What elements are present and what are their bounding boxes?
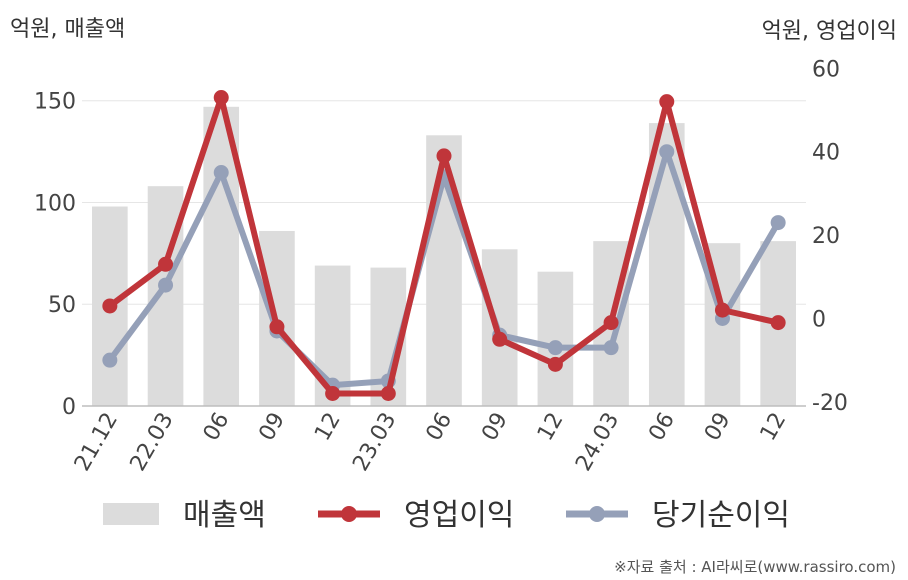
x-tick-label: 12: [756, 409, 792, 446]
data-point: [547, 356, 563, 372]
data-point: [325, 385, 341, 401]
x-tick-label: 24.03: [571, 409, 624, 476]
right-tick-label: 0: [812, 307, 826, 332]
right-tick-label: -20: [812, 391, 848, 416]
data-point: [770, 315, 786, 331]
left-axis-ticks: 0 50 100 150: [34, 90, 76, 420]
x-tick-label: 09: [254, 409, 290, 446]
right-tick-label: 20: [812, 224, 840, 249]
legend-swatch-marker: [589, 506, 605, 522]
x-tick-label: 12: [310, 409, 346, 446]
data-point: [158, 256, 174, 272]
x-axis-ticks: 21.12 22.03 06 09 12 23.03 06 09 12 24.03 06 09 12: [70, 409, 791, 476]
legend-label: 매출액: [183, 498, 266, 533]
data-point: [436, 148, 452, 164]
right-axis-title: 억원, 영업이익: [762, 19, 897, 44]
left-tick-label: 100: [34, 191, 76, 216]
x-tick-label: 12: [533, 409, 569, 446]
data-point: [547, 340, 563, 356]
data-point: [213, 165, 229, 181]
left-tick-label: 0: [62, 395, 76, 420]
data-point: [492, 331, 508, 347]
x-tick-label: 06: [199, 409, 235, 446]
data-point: [380, 385, 396, 401]
line-series: [102, 90, 786, 401]
data-point: [659, 144, 675, 160]
x-tick-label: 22.03: [126, 409, 179, 476]
legend-label: 영업이익: [404, 498, 514, 533]
x-tick-label: 09: [700, 409, 736, 446]
data-point: [603, 340, 619, 356]
x-tick-label: 06: [422, 409, 458, 446]
data-point: [770, 215, 786, 231]
data-point: [102, 298, 118, 314]
legend: 매출액 영업이익 당기순이익: [103, 498, 790, 533]
x-tick-label: 09: [477, 409, 513, 446]
x-tick-label: 21.12: [70, 409, 123, 476]
bar: [537, 271, 574, 406]
data-point: [102, 352, 118, 368]
data-point: [603, 315, 619, 331]
left-axis-title: 억원, 매출액: [10, 17, 125, 42]
bar: [648, 123, 685, 406]
right-tick-label: 60: [812, 57, 840, 82]
data-point: [213, 90, 229, 106]
data-point: [659, 94, 675, 110]
data-point: [714, 302, 730, 318]
left-tick-label: 50: [48, 293, 76, 318]
right-tick-label: 40: [812, 141, 840, 166]
data-point: [269, 319, 285, 335]
data-point: [158, 277, 174, 293]
left-tick-label: 150: [34, 90, 76, 115]
right-axis-ticks: -20 0 20 40 60: [812, 57, 848, 415]
legend-swatch-bar: [103, 503, 159, 525]
x-tick-label: 23.03: [348, 409, 401, 476]
legend-swatch-marker: [341, 506, 357, 522]
legend-label: 당기순이익: [652, 498, 790, 533]
x-tick-label: 06: [644, 409, 680, 446]
source-note: ※자료 출처 : AI라씨로(www.rassiro.com): [614, 558, 896, 576]
series-operating-profit: [102, 90, 786, 401]
